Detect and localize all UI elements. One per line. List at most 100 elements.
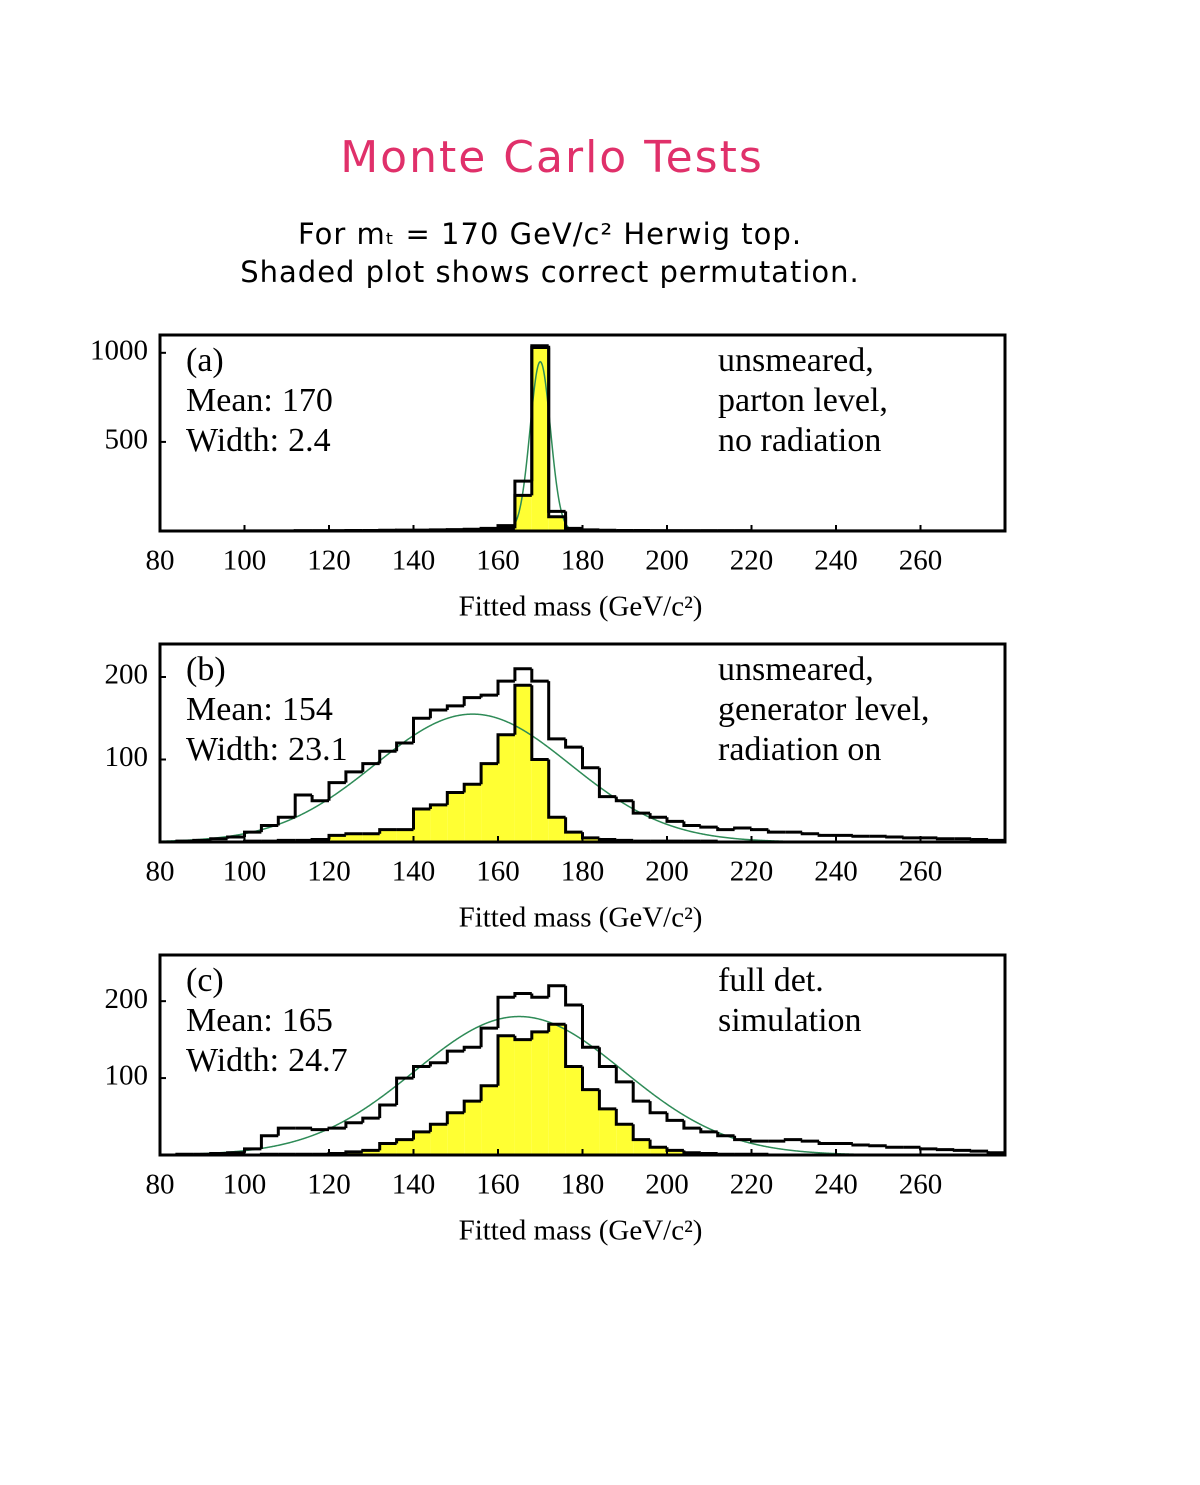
y-tick-label: 200: [105, 983, 149, 1015]
histogram-step: [445, 704, 465, 710]
histogram-step: [648, 1101, 667, 1115]
histogram-step: [361, 1148, 380, 1152]
histogram-step: [428, 1061, 448, 1067]
histogram-step: [766, 829, 786, 834]
histogram-step: [699, 1128, 718, 1134]
histogram-bin: [329, 835, 346, 842]
histogram-step: [445, 1049, 465, 1063]
histogram-step: [648, 1139, 667, 1149]
histogram-step: [733, 1135, 752, 1142]
histogram-step: [226, 1151, 245, 1155]
histogram-bin: [379, 829, 397, 842]
histogram-step: [513, 683, 532, 735]
histogram-step: [547, 984, 566, 998]
y-tick-label: 100: [105, 1060, 149, 1092]
histogram-bin: [464, 784, 482, 842]
stat-line: Mean: 170: [186, 382, 333, 419]
histogram-step: [564, 817, 583, 834]
histogram-step: [479, 1026, 498, 1048]
histogram-bin: [650, 1147, 667, 1155]
histogram-step: [581, 1005, 600, 1049]
histogram-bin: [582, 1089, 600, 1155]
histogram-step: [597, 837, 617, 842]
histogram-bin: [498, 734, 515, 842]
histogram-step: [648, 813, 667, 819]
x-tick-label: 140: [392, 856, 436, 888]
histogram-step: [530, 993, 549, 999]
histogram-bin: [565, 1066, 583, 1155]
histogram-step: [750, 1139, 769, 1143]
histogram-step: [412, 807, 431, 830]
histogram-bin: [548, 817, 566, 842]
histogram-step: [800, 832, 820, 836]
histogram-bin: [430, 804, 448, 842]
stat-value: 170: [282, 382, 333, 419]
histogram-bin: [531, 1031, 549, 1155]
histogram-bin: [514, 685, 532, 842]
histogram-step: [564, 985, 583, 1007]
histogram-step: [513, 1035, 532, 1042]
x-tick-label: 220: [730, 1169, 774, 1201]
histogram-step: [547, 345, 566, 513]
x-tick-label: 80: [146, 545, 175, 577]
histogram-step: [310, 794, 329, 803]
histogram-step: [851, 1143, 870, 1147]
histogram-step: [496, 995, 515, 1029]
histogram-step: [631, 1124, 651, 1142]
histogram-bin: [413, 809, 431, 842]
histogram-step: [935, 1148, 955, 1152]
histogram-step: [378, 1103, 397, 1119]
histogram-step: [581, 747, 600, 770]
histogram-step: [259, 1134, 279, 1149]
histogram-step: [919, 1147, 938, 1151]
x-tick-label: 100: [223, 545, 267, 577]
histogram-step: [733, 826, 752, 830]
histogram-step: [428, 708, 448, 719]
x-tick-label: 160: [476, 545, 520, 577]
panel-label: (c): [186, 962, 224, 999]
stat-label: Width:: [186, 731, 279, 768]
histogram-step: [783, 1138, 803, 1142]
histogram-step: [513, 667, 532, 682]
histogram-step: [631, 800, 651, 815]
histogram-bin: [531, 759, 549, 842]
stat-line: Mean: 154: [186, 691, 333, 728]
histogram-step: [395, 1076, 414, 1105]
histogram-bin: [481, 763, 498, 842]
histogram-bin: [413, 1131, 431, 1155]
histogram-step: [581, 1066, 600, 1092]
histogram-step: [800, 1139, 820, 1143]
histogram-step: [496, 1034, 515, 1086]
x-axis-label: Fitted mass (GeV/c²): [459, 591, 703, 623]
histogram-step: [935, 837, 955, 841]
histogram-step: [276, 1126, 296, 1136]
histogram-step: [547, 681, 566, 741]
histogram-step: [496, 733, 515, 764]
histogram-step: [479, 693, 498, 698]
histogram-bin: [447, 792, 465, 842]
histogram-step: [699, 825, 718, 829]
histogram-step: [445, 1111, 465, 1125]
histogram-step: [868, 1144, 887, 1148]
histogram-step: [327, 1126, 346, 1130]
histogram-step: [614, 796, 634, 803]
x-tick-label: 180: [561, 856, 605, 888]
histogram-bin: [498, 1035, 515, 1155]
histogram-step: [682, 821, 701, 827]
x-tick-label: 240: [814, 856, 858, 888]
histogram-step: [412, 1130, 431, 1140]
histogram-bin: [345, 1151, 363, 1155]
histogram-step: [564, 511, 583, 530]
histogram-step: [902, 836, 921, 840]
stat-label: Width:: [186, 1042, 279, 1079]
histogram-step: [412, 1065, 431, 1079]
histogram-step: [885, 835, 904, 839]
histogram-step: [665, 1147, 684, 1152]
x-tick-label: 240: [814, 1169, 858, 1201]
histogram-step: [817, 833, 836, 837]
x-tick-label: 140: [392, 545, 436, 577]
histogram-step: [428, 803, 448, 809]
histogram-step: [614, 838, 634, 842]
histogram-bin: [599, 1108, 617, 1155]
